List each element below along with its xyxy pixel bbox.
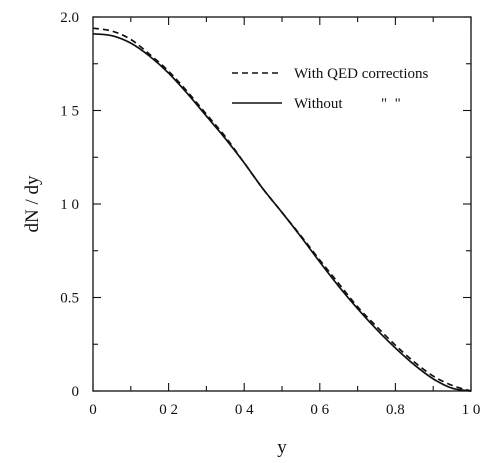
- legend: With QED corrections Without " ": [232, 66, 429, 112]
- x-tick-labels: 0 0 2 0 4 0 6 0.8 1 0: [89, 402, 480, 418]
- x-axis-label: y: [277, 437, 287, 458]
- plot-area: [92, 16, 472, 392]
- y-tick-labels: 0 0.5 1 0 1 5 2.0: [60, 10, 79, 400]
- y-tick-label: 0.5: [60, 291, 79, 307]
- series-line-without: [92, 32, 472, 392]
- y-axis-label: dN / dy: [22, 175, 43, 233]
- legend-label-without: Without: [294, 96, 343, 112]
- x-tick-label: 0.8: [386, 402, 405, 418]
- x-tick-label: 0 2: [159, 402, 178, 418]
- y-tick-label: 1 5: [60, 104, 79, 120]
- y-tick-label: 2.0: [60, 10, 79, 26]
- x-tick-label: 0: [89, 402, 97, 418]
- x-tick-label: 0 6: [310, 402, 329, 418]
- series-line-with-qed: [92, 27, 472, 392]
- x-tick-label: 1 0: [462, 402, 481, 418]
- x-tick-label: 0 4: [235, 402, 254, 418]
- y-tick-label: 0: [72, 384, 80, 400]
- legend-ditto-marks: " ": [381, 96, 401, 112]
- series-layer: [92, 27, 472, 392]
- y-tick-label: 1 0: [60, 197, 79, 213]
- legend-label-with-qed: With QED corrections: [294, 66, 429, 82]
